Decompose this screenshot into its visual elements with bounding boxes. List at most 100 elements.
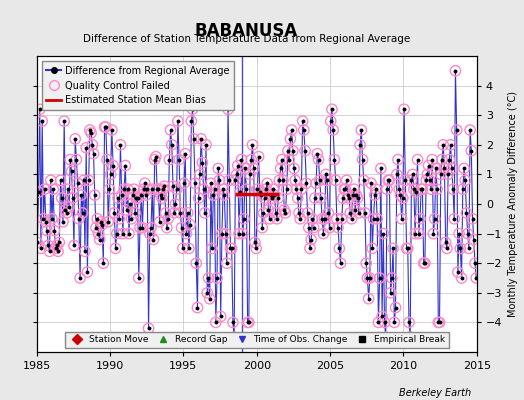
Point xyxy=(290,165,298,172)
Point xyxy=(391,304,400,311)
Point xyxy=(241,165,249,172)
Point xyxy=(168,142,176,148)
Point xyxy=(269,186,277,192)
Point xyxy=(329,127,337,133)
Point xyxy=(456,245,464,252)
Point xyxy=(270,192,279,198)
Point xyxy=(43,228,51,234)
Point xyxy=(260,195,269,201)
Point xyxy=(40,186,49,192)
Point xyxy=(252,245,260,252)
Point xyxy=(203,290,211,296)
Point xyxy=(187,118,195,124)
Point xyxy=(307,236,315,243)
Point xyxy=(465,245,473,252)
Point xyxy=(47,177,55,184)
Point xyxy=(209,192,217,198)
Point xyxy=(215,177,224,184)
Point xyxy=(444,171,452,178)
Point xyxy=(58,195,66,201)
Point xyxy=(231,177,239,184)
Point xyxy=(54,248,62,254)
Point xyxy=(65,204,73,210)
Point xyxy=(157,192,165,198)
Point xyxy=(375,275,384,281)
Point xyxy=(386,290,395,296)
Point xyxy=(345,195,353,201)
Point xyxy=(193,304,202,311)
Point xyxy=(416,216,424,222)
Point xyxy=(347,216,356,222)
Point xyxy=(395,186,403,192)
Point xyxy=(145,325,153,332)
Point xyxy=(457,275,466,281)
Point xyxy=(428,156,436,163)
Point xyxy=(50,228,59,234)
Point xyxy=(460,165,468,172)
Point xyxy=(443,245,451,252)
Point xyxy=(305,245,314,252)
Point xyxy=(337,216,346,222)
Point xyxy=(234,162,242,169)
Point xyxy=(331,177,340,184)
Point xyxy=(125,230,133,237)
Point xyxy=(218,230,226,237)
Point xyxy=(176,210,184,216)
Point xyxy=(325,224,334,231)
Point xyxy=(110,210,118,216)
Point xyxy=(202,142,210,148)
Point xyxy=(213,275,221,281)
Point xyxy=(421,260,429,266)
Point xyxy=(52,242,61,249)
Point xyxy=(434,319,443,326)
Point xyxy=(436,171,445,178)
Point xyxy=(44,242,52,249)
Point xyxy=(180,180,188,186)
Point xyxy=(247,156,255,163)
Point xyxy=(302,180,310,186)
Point xyxy=(363,275,372,281)
Point xyxy=(434,319,443,326)
Point xyxy=(373,216,381,222)
Point xyxy=(85,127,94,133)
Point xyxy=(84,177,93,184)
Point xyxy=(112,245,120,252)
Point xyxy=(128,192,137,198)
Point xyxy=(146,230,154,237)
Point xyxy=(81,248,89,254)
Point xyxy=(132,195,140,201)
Point xyxy=(351,207,359,213)
Point xyxy=(385,177,394,184)
Point xyxy=(383,186,391,192)
Point xyxy=(198,159,206,166)
Point xyxy=(194,195,203,201)
Point xyxy=(455,230,463,237)
Point xyxy=(52,242,61,249)
Point xyxy=(89,150,97,157)
Point xyxy=(301,148,309,154)
Point xyxy=(334,224,342,231)
Point xyxy=(314,156,323,163)
Point xyxy=(70,242,78,249)
Point xyxy=(223,260,231,266)
Point xyxy=(48,216,56,222)
Point xyxy=(139,186,148,192)
Point xyxy=(49,186,58,192)
Point xyxy=(147,224,155,231)
Point xyxy=(104,218,112,225)
Point xyxy=(39,216,48,222)
Point xyxy=(177,224,185,231)
Point xyxy=(231,177,239,184)
Point xyxy=(93,216,102,222)
Point xyxy=(361,210,369,216)
Point xyxy=(41,218,50,225)
Point xyxy=(296,216,304,222)
Point xyxy=(467,148,475,154)
Point xyxy=(190,136,198,142)
Point xyxy=(242,186,250,192)
Point xyxy=(80,177,88,184)
Point xyxy=(401,177,409,184)
Point xyxy=(229,319,237,326)
Point xyxy=(279,177,287,184)
Point xyxy=(340,186,348,192)
